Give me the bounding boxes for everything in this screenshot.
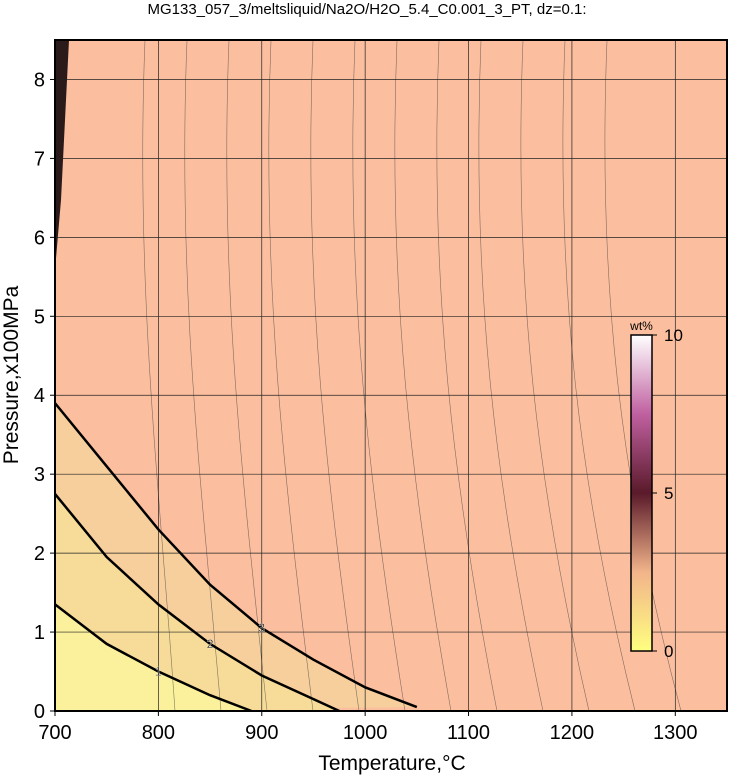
thin-contour bbox=[478, 39, 544, 712]
y-tick-label: 5 bbox=[34, 306, 45, 328]
thin-contour bbox=[436, 39, 498, 712]
chart-title: MG133_057_3/meltsliquid/Na2O/H2O_5.4_C0.… bbox=[147, 1, 586, 18]
contour-line bbox=[54, 493, 340, 713]
y-tick-label: 6 bbox=[34, 227, 45, 249]
thin-contour bbox=[142, 39, 176, 712]
y-tick-label: 7 bbox=[34, 148, 45, 170]
contour-line bbox=[54, 402, 418, 709]
thin-contour bbox=[226, 39, 268, 712]
high-region bbox=[55, 40, 69, 270]
colorbar-tick-label: 0 bbox=[664, 642, 673, 661]
x-tick-label: 800 bbox=[142, 722, 175, 744]
x-tick-label: 1000 bbox=[343, 722, 388, 744]
thin-contour bbox=[520, 39, 590, 712]
x-tick-label: 1300 bbox=[653, 722, 698, 744]
plot-frame bbox=[54, 39, 728, 712]
thin-contour bbox=[562, 39, 636, 712]
y-tick-label: 2 bbox=[34, 543, 45, 565]
y-tick-label: 4 bbox=[34, 385, 45, 407]
thin-contour bbox=[604, 39, 682, 712]
thin-contour bbox=[394, 39, 452, 712]
colorbar-tick-label: 10 bbox=[664, 326, 683, 345]
colorbar bbox=[630, 334, 653, 652]
contour-region bbox=[55, 604, 252, 711]
y-tick-label: 3 bbox=[34, 464, 45, 486]
thin-contour bbox=[352, 39, 406, 712]
x-tick-label: 900 bbox=[245, 722, 278, 744]
x-tick-label: 1100 bbox=[447, 722, 490, 744]
contour-label: 1 bbox=[155, 665, 162, 679]
y-tick-label: 0 bbox=[34, 701, 45, 723]
y-tick-label: 8 bbox=[34, 69, 45, 91]
contour-label: 3 bbox=[258, 621, 265, 635]
thin-contour bbox=[268, 39, 314, 712]
colorbar-tick-label: 5 bbox=[664, 484, 673, 503]
thin-contour bbox=[310, 39, 360, 712]
x-tick-label: 700 bbox=[38, 722, 71, 744]
contour-label: 2 bbox=[207, 637, 214, 651]
y-tick-label: 1 bbox=[34, 622, 45, 644]
y-axis-label: Pressure,x100MPa bbox=[0, 285, 23, 464]
contour-line bbox=[54, 603, 252, 713]
thin-contour bbox=[184, 39, 222, 712]
x-tick-label: 1200 bbox=[550, 722, 595, 744]
x-axis-label: Temperature,°C bbox=[318, 752, 465, 775]
colorbar-label: wt% bbox=[629, 319, 653, 333]
